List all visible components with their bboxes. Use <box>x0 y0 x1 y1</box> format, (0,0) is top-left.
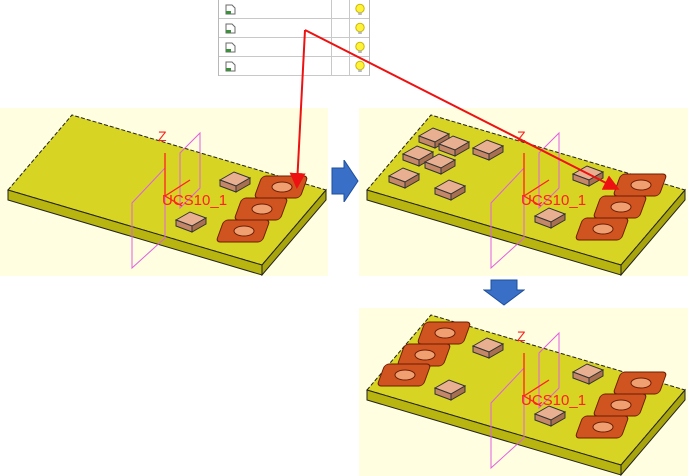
bulb-icon[interactable] <box>354 41 366 54</box>
highlight-pad <box>254 175 308 199</box>
chip <box>533 405 567 427</box>
highlight-pad <box>613 173 667 197</box>
viewport-intermediate[interactable]: Z UCS10_1 <box>359 108 688 276</box>
chip <box>433 379 467 401</box>
highlight-pad <box>377 363 431 387</box>
datum-plane <box>538 331 560 410</box>
bulb-icon[interactable] <box>354 60 366 73</box>
file-icon <box>225 23 236 34</box>
highlight-pad <box>397 343 451 367</box>
datum-plane <box>490 366 525 470</box>
board-side-right <box>620 188 686 276</box>
highlight-pad <box>575 415 629 439</box>
highlight-pad <box>417 321 471 345</box>
arrow-down-icon <box>483 279 525 306</box>
chip <box>174 211 208 233</box>
highlight-pad <box>234 197 288 221</box>
datum-plane <box>131 166 166 270</box>
board-model-result <box>366 314 686 476</box>
highlight-pad <box>216 219 270 243</box>
highlight-pad <box>593 393 647 417</box>
csys-z-label: Z <box>158 128 167 144</box>
csys-z-label: Z <box>517 328 526 344</box>
chip <box>571 363 605 385</box>
csys-label: UCS10_1 <box>521 192 587 209</box>
csys-z-label: Z <box>517 128 526 144</box>
bulb-icon[interactable] <box>354 22 366 35</box>
board-side-right <box>620 388 686 476</box>
csys-y-axis <box>164 179 191 197</box>
bulb-icon[interactable] <box>354 3 366 16</box>
viewport-result[interactable]: Z UCS10_1 <box>359 308 688 476</box>
csys-label: UCS10_1 <box>521 392 587 409</box>
file-icon <box>225 4 236 15</box>
board-side-right <box>261 188 327 276</box>
file-icon <box>225 61 236 72</box>
board-model-before <box>7 114 327 276</box>
highlight-pad <box>593 195 647 219</box>
layer-tree-row[interactable] <box>219 57 369 76</box>
viewport-before[interactable]: Z UCS10_1 <box>0 108 328 276</box>
highlight-pad <box>575 217 629 241</box>
layer-tree-panel <box>218 0 370 76</box>
layer-tree-row[interactable] <box>219 38 369 57</box>
layer-tree-row[interactable] <box>219 19 369 38</box>
file-icon <box>225 42 236 53</box>
arrow-right-icon <box>331 160 359 202</box>
highlight-pad <box>613 371 667 395</box>
layer-tree-row[interactable] <box>219 0 369 19</box>
chip <box>218 171 252 193</box>
chip <box>471 337 505 359</box>
chip <box>533 207 567 229</box>
csys-x-axis <box>164 195 183 207</box>
datum-plane <box>179 131 201 210</box>
csys-label: UCS10_1 <box>162 192 228 209</box>
